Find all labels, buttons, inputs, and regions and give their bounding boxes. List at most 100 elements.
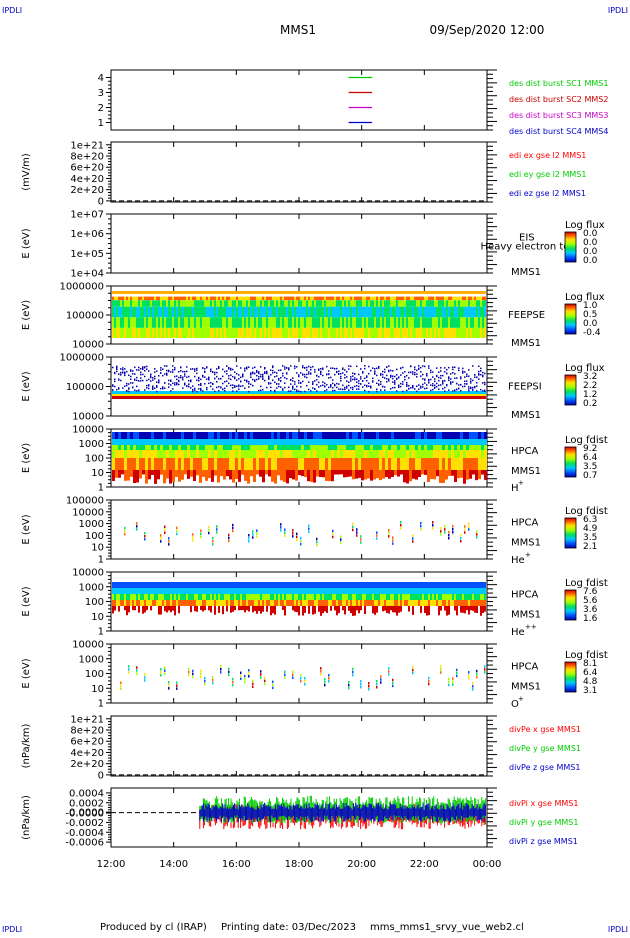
spectrogram-cell — [226, 370, 228, 372]
spectrogram-cell — [458, 328, 460, 338]
spectrogram-cell — [178, 381, 180, 383]
spectrogram-cell — [200, 588, 202, 594]
spectrogram-cell — [148, 394, 150, 396]
spectrogram-cell — [300, 394, 302, 396]
spectrogram-cell — [454, 317, 456, 328]
y-tick-label: 6e+20 — [70, 163, 104, 174]
spectrogram-cell — [112, 439, 115, 445]
spectrogram-cell — [220, 445, 223, 450]
spectrogram-cell — [252, 536, 254, 539]
spectrogram-cell — [268, 328, 270, 338]
spectrogram-cell — [376, 375, 378, 377]
spectrogram-cell — [152, 300, 154, 306]
spectrogram-cell — [184, 307, 186, 318]
spectrogram-cell — [384, 394, 386, 396]
spectrogram-cell — [346, 371, 348, 373]
spectrogram-cell — [214, 374, 216, 376]
spectrogram-cell — [124, 445, 127, 450]
spectrogram-cell — [230, 588, 232, 594]
spectrogram-cell — [436, 376, 438, 378]
panel-frame — [111, 142, 487, 202]
spectrogram-cell — [182, 307, 184, 318]
spectrogram-cell — [178, 439, 181, 445]
spectrogram-cell — [187, 458, 190, 470]
spectrogram-cell — [124, 317, 126, 328]
spectrogram-cell — [316, 291, 318, 294]
spectrogram-cell — [457, 470, 460, 478]
spectrogram-cell — [122, 291, 124, 294]
spectrogram-cell — [340, 297, 342, 301]
spectrogram-cell — [186, 600, 188, 606]
spectrogram-cell — [382, 582, 384, 588]
spectrogram-cell — [392, 594, 394, 600]
spectrogram-cell — [392, 317, 394, 328]
spectrogram-cell — [248, 588, 250, 594]
spectrogram-cell — [298, 376, 300, 378]
spectrogram-cell — [354, 386, 356, 388]
spectrogram-cell — [152, 307, 154, 318]
spectrogram-cell — [336, 291, 338, 294]
spectrogram-cell — [166, 396, 168, 399]
spectrogram-cell — [168, 537, 170, 540]
spectrogram-cell — [164, 666, 166, 669]
spectrogram-cell — [212, 582, 214, 588]
spectrogram-cell — [296, 394, 298, 396]
spectrogram-cell — [208, 379, 210, 381]
spectrogram-cell — [388, 535, 390, 538]
spectrogram-cell — [142, 432, 145, 439]
spectrogram-cell — [218, 600, 220, 606]
spectrogram-cell — [480, 300, 482, 306]
spectrogram-cell — [224, 394, 226, 396]
spectrogram-cell — [112, 394, 114, 396]
spectrogram-cell — [474, 606, 476, 613]
spectrogram-cell — [316, 544, 318, 547]
spectrogram-cell — [294, 317, 296, 328]
spectrogram-cell — [468, 525, 470, 528]
spectrogram-cell — [130, 376, 132, 378]
spectrogram-cell — [112, 450, 115, 458]
spectrogram-cell — [262, 582, 264, 588]
spectrogram-cell — [132, 317, 134, 328]
spectrogram-cell — [236, 391, 238, 393]
spectrogram-cell — [328, 300, 330, 306]
spectrogram-cell — [482, 588, 484, 594]
spectrogram-cell — [138, 396, 140, 399]
spectrogram-cell — [202, 432, 205, 439]
spectrogram-cell — [290, 588, 292, 594]
spectrogram-cell — [360, 300, 362, 306]
spectrogram-cell — [386, 378, 388, 380]
spectrogram-cell — [265, 432, 268, 439]
spectrogram-cell — [206, 378, 208, 380]
spectrogram-cell — [256, 379, 258, 381]
spectrogram-cell — [302, 317, 304, 328]
spectrogram-cell — [260, 676, 262, 679]
spectrogram-cell — [244, 432, 247, 439]
spectrogram-cell — [472, 600, 474, 606]
spectrogram-cell — [150, 297, 152, 301]
spectrogram-cell — [292, 307, 294, 318]
spectrogram-cell — [266, 606, 268, 612]
spectrogram-cell — [324, 307, 326, 318]
spectrogram-cell — [130, 396, 132, 399]
spectrogram-cell — [206, 588, 208, 594]
spectrogram-cell — [484, 445, 487, 450]
overlay-text: Heavy electron to — [481, 242, 570, 253]
spectrogram-cell — [308, 307, 310, 318]
spectrogram-cell — [154, 297, 156, 301]
spectrogram-cell — [166, 445, 169, 450]
spectrogram-cell — [364, 588, 366, 594]
spectrogram-cell — [292, 458, 295, 470]
spectrogram-cell — [130, 297, 132, 301]
spectrogram-cell — [280, 529, 282, 532]
spectrogram-cell — [194, 368, 196, 370]
spectrogram-cell — [214, 470, 217, 476]
spectrogram-cell — [115, 458, 118, 470]
spectrogram-cell — [394, 383, 396, 385]
spectrogram-cell — [130, 328, 132, 338]
spectrogram-cell — [166, 394, 168, 396]
spectrogram-cell — [313, 439, 316, 445]
spectrogram-cell — [122, 582, 124, 588]
spectrogram-cell — [360, 535, 362, 538]
spectrogram-cell — [212, 537, 214, 540]
